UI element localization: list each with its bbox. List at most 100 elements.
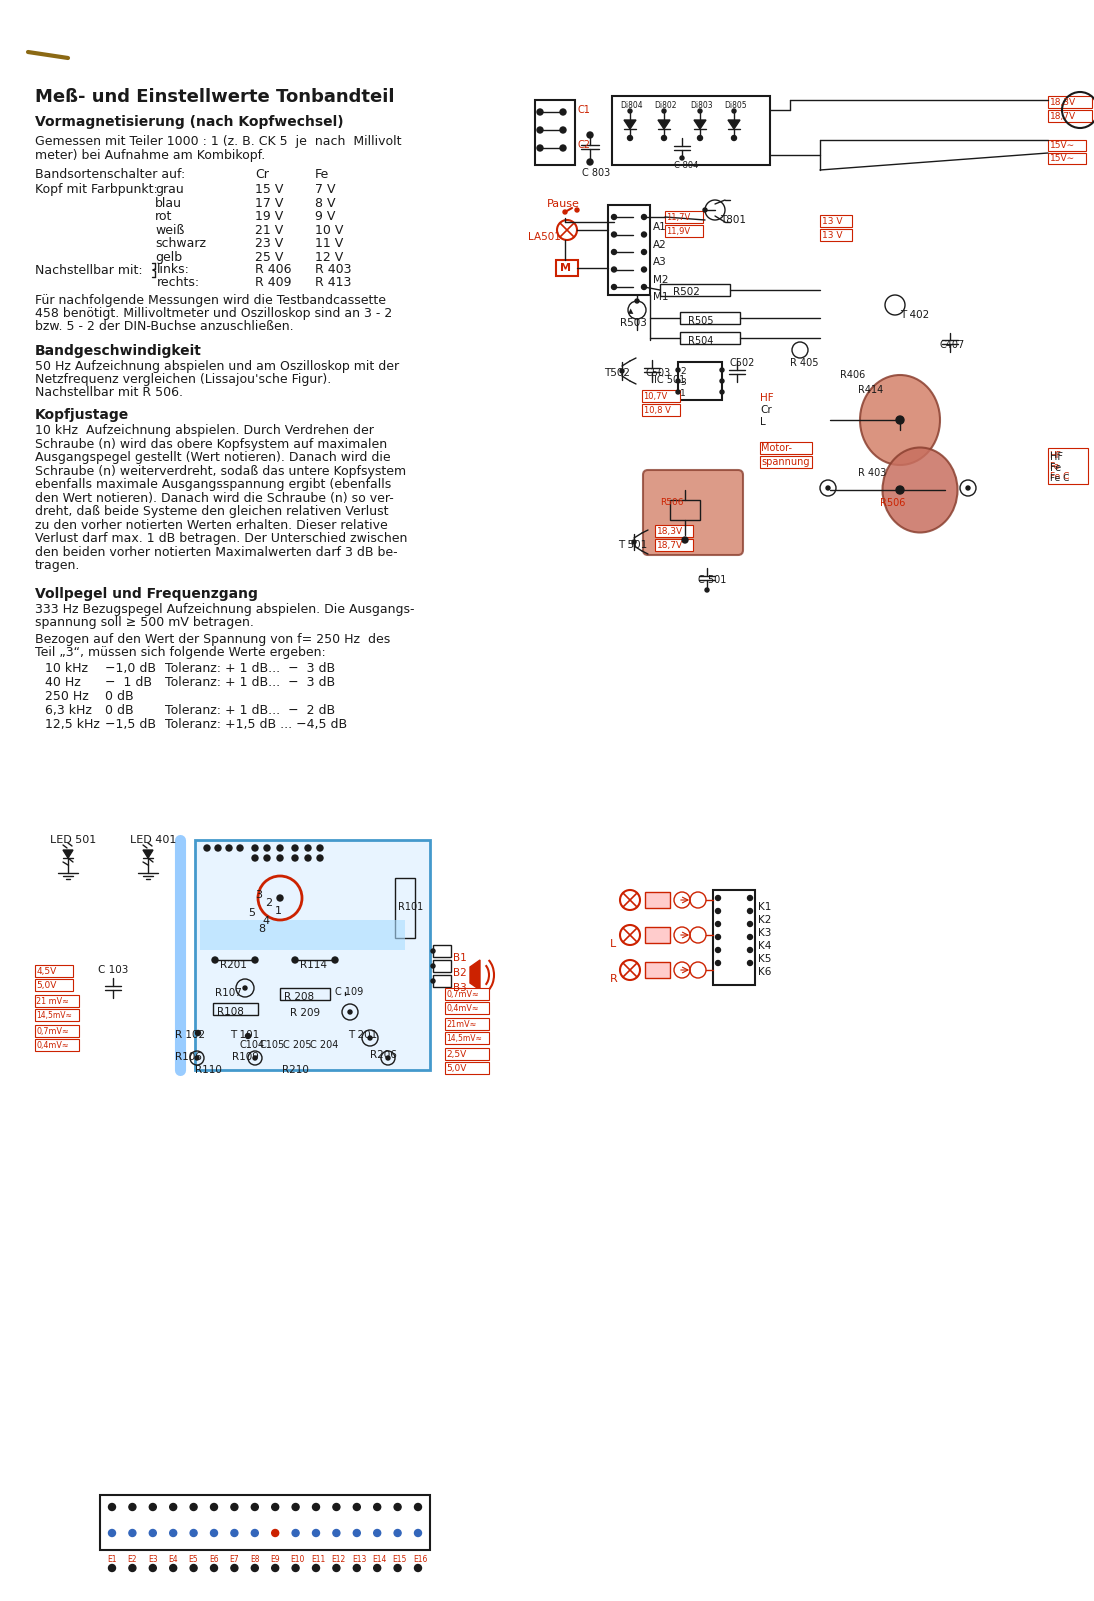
Circle shape xyxy=(353,1564,360,1572)
Circle shape xyxy=(252,845,258,852)
Text: R 102: R 102 xyxy=(175,1029,206,1041)
Circle shape xyxy=(333,1529,340,1537)
Text: 0,4mV≈: 0,4mV≈ xyxy=(446,1004,479,1012)
Circle shape xyxy=(170,1503,177,1510)
Text: R414: R414 xyxy=(858,384,883,395)
Text: den Wert notieren). Danach wird die Schraube (n) so ver-: den Wert notieren). Danach wird die Schr… xyxy=(35,492,394,504)
Circle shape xyxy=(415,1529,421,1537)
Text: E9: E9 xyxy=(270,1555,280,1564)
Text: M: M xyxy=(560,263,571,274)
Circle shape xyxy=(747,895,753,900)
Bar xyxy=(612,96,770,165)
Text: R 403: R 403 xyxy=(858,467,886,479)
Text: 11,9V: 11,9V xyxy=(666,226,690,235)
Text: R504: R504 xyxy=(688,336,713,346)
Text: HF
Fe
Fe C: HF Fe Fe C xyxy=(1049,451,1069,480)
Text: links:: links: xyxy=(158,263,190,275)
Ellipse shape xyxy=(860,375,940,464)
Circle shape xyxy=(563,210,567,215)
Circle shape xyxy=(277,845,283,852)
Circle shape xyxy=(129,1529,136,1537)
Text: T502: T502 xyxy=(604,368,630,378)
Text: R 406: R 406 xyxy=(255,263,291,275)
Circle shape xyxy=(292,845,298,852)
Circle shape xyxy=(698,136,702,141)
Circle shape xyxy=(313,1529,319,1537)
Text: 5,0V: 5,0V xyxy=(36,980,57,989)
Circle shape xyxy=(537,109,543,115)
Text: grau: grau xyxy=(155,183,184,195)
Circle shape xyxy=(826,487,830,490)
Circle shape xyxy=(896,487,904,495)
Circle shape xyxy=(196,1031,200,1036)
Text: R210: R210 xyxy=(282,1065,309,1074)
Text: 0,4mV≈: 0,4mV≈ xyxy=(36,1041,69,1050)
Circle shape xyxy=(715,948,721,953)
Bar xyxy=(433,975,451,986)
Circle shape xyxy=(210,1503,218,1510)
Text: E16: E16 xyxy=(414,1555,428,1564)
Text: R502: R502 xyxy=(673,287,700,298)
Circle shape xyxy=(641,215,647,219)
Text: R 413: R 413 xyxy=(315,275,351,290)
Circle shape xyxy=(264,845,270,852)
Circle shape xyxy=(313,1564,319,1572)
Text: K1: K1 xyxy=(758,901,771,913)
Bar xyxy=(35,1025,79,1037)
Text: R109: R109 xyxy=(232,1052,259,1061)
Circle shape xyxy=(333,1564,340,1572)
Circle shape xyxy=(703,208,707,211)
Circle shape xyxy=(641,285,647,290)
Circle shape xyxy=(353,1503,360,1510)
Text: E1: E1 xyxy=(107,1555,116,1564)
Bar xyxy=(35,978,73,991)
Text: K2: K2 xyxy=(758,916,771,925)
Circle shape xyxy=(676,379,680,383)
Bar xyxy=(820,215,852,227)
Text: Nachstellbar mit R 506.: Nachstellbar mit R 506. xyxy=(35,386,183,399)
Bar xyxy=(445,1033,489,1044)
Text: Kopf mit Farbpunkt:: Kopf mit Farbpunkt: xyxy=(35,183,158,195)
Circle shape xyxy=(587,131,593,138)
Text: C105: C105 xyxy=(260,1041,286,1050)
Text: 18,7V: 18,7V xyxy=(1049,112,1075,120)
Text: M2: M2 xyxy=(653,274,668,285)
Text: K4: K4 xyxy=(758,941,771,951)
Text: E10: E10 xyxy=(291,1555,305,1564)
Circle shape xyxy=(537,146,543,150)
Bar xyxy=(1048,110,1092,122)
Bar xyxy=(445,1061,489,1074)
Bar xyxy=(1048,448,1089,484)
Circle shape xyxy=(292,957,298,962)
Text: 3: 3 xyxy=(680,378,686,387)
Text: 5: 5 xyxy=(248,908,255,917)
Text: spannung: spannung xyxy=(761,456,810,467)
Text: A2: A2 xyxy=(653,240,666,250)
Polygon shape xyxy=(470,961,480,989)
Text: C 103: C 103 xyxy=(98,965,128,975)
Text: E4: E4 xyxy=(168,1555,178,1564)
Circle shape xyxy=(715,935,721,940)
Text: R406: R406 xyxy=(840,370,865,379)
Circle shape xyxy=(317,855,323,861)
Text: Vollpegel und Frequenzgang: Vollpegel und Frequenzgang xyxy=(35,586,258,600)
Text: LA501: LA501 xyxy=(528,232,561,242)
Bar xyxy=(280,988,330,1001)
Circle shape xyxy=(394,1503,401,1510)
Text: LED 401: LED 401 xyxy=(130,836,176,845)
Circle shape xyxy=(705,588,709,592)
Circle shape xyxy=(431,949,435,953)
Text: Fe: Fe xyxy=(1050,463,1061,472)
Text: 21mV≈: 21mV≈ xyxy=(446,1020,477,1028)
Text: Gemessen mit Teiler 1000 : 1 (z. B. CK 5  je  nach  Millivolt: Gemessen mit Teiler 1000 : 1 (z. B. CK 5… xyxy=(35,134,401,147)
Circle shape xyxy=(292,1503,299,1510)
Text: bzw. 5 - 2 der DIN-Buchse anzuschließen.: bzw. 5 - 2 der DIN-Buchse anzuschließen. xyxy=(35,320,293,333)
Text: 10 V: 10 V xyxy=(315,224,344,237)
Text: Di802: Di802 xyxy=(654,101,676,110)
Text: C1: C1 xyxy=(577,106,590,115)
Circle shape xyxy=(747,922,753,927)
Circle shape xyxy=(292,1564,299,1572)
Circle shape xyxy=(698,109,702,114)
Text: zu den vorher notierten Werten erhalten. Dieser relative: zu den vorher notierten Werten erhalten.… xyxy=(35,519,387,532)
Circle shape xyxy=(612,285,617,290)
